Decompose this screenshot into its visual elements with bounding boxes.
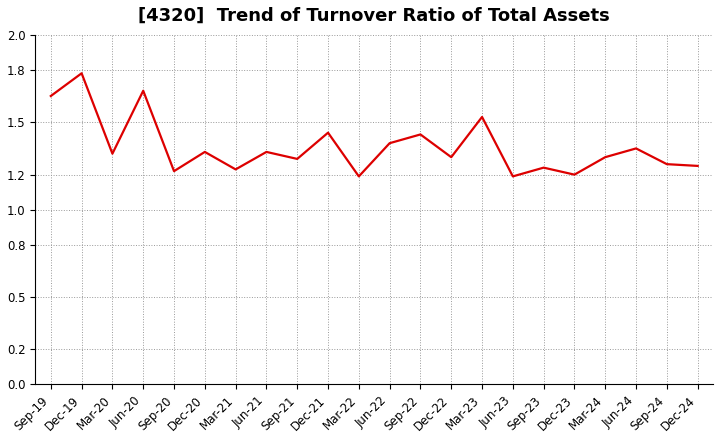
Title: [4320]  Trend of Turnover Ratio of Total Assets: [4320] Trend of Turnover Ratio of Total … [138, 7, 610, 25]
